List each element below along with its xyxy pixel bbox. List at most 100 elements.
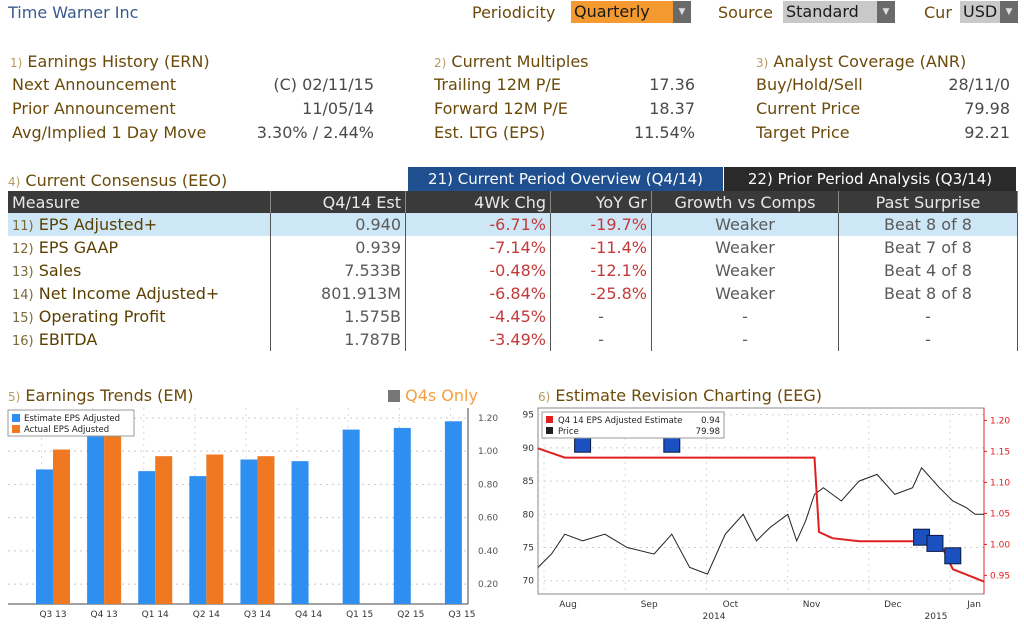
table-row[interactable]: 14) Net Income Adjusted+ 801.913M -6.84%… (8, 282, 1018, 305)
section-number: 4) (8, 175, 21, 189)
growth-vs-comps-cell: Weaker (651, 259, 839, 282)
yoy-growth-cell: - (550, 305, 652, 328)
tab-prior-period-analysis[interactable]: 22) Prior Period Analysis (Q3/14) (724, 167, 1016, 191)
right-tick-label: 1.05 (990, 509, 1010, 519)
chart-legend: Q4 14 EPS Adjusted Estimate 0.94 Price 79.9… (541, 411, 725, 439)
next-announcement-label: Next Announcement (12, 75, 177, 94)
table-header-row: Measure Q4/14 Est 4Wk Chg YoY Gr Growth … (8, 191, 1018, 213)
measure-label: Operating Profit (38, 307, 166, 326)
bar-estimate-Q3-14 (240, 459, 258, 604)
next-announcement-value: (C) 02/11/15 (273, 75, 374, 94)
legend-label-estimate: Q4 14 EPS Adjusted Estimate (558, 416, 682, 426)
yoy-growth-cell: - (550, 328, 652, 351)
analyst-coverage-header[interactable]: 3) Analyst Coverage (ANR) (756, 52, 966, 71)
current-multiples-title: Current Multiples (451, 52, 589, 71)
column-header[interactable]: Past Surprise (838, 191, 1018, 213)
q4s-only-toggle[interactable]: Q4s Only (388, 386, 478, 405)
table-row[interactable]: 12) EPS GAAP 0.939 -7.14% -11.4% Weaker … (8, 236, 1018, 259)
table-row[interactable]: 11) EPS Adjusted+ 0.940 -6.71% -19.7% We… (8, 213, 1018, 236)
growth-vs-comps-cell: Weaker (651, 236, 839, 259)
security-title: Time Warner Inc (8, 3, 139, 22)
x-tick-label: Q3 15 (448, 610, 475, 620)
analyst-coverage-title: Analyst Coverage (ANR) (773, 52, 967, 71)
row-number: 16) (12, 334, 34, 349)
bar-estimate-Q4-13 (87, 432, 105, 604)
legend-box (541, 411, 725, 439)
yoy-growth-cell: -19.7% (550, 213, 652, 236)
earnings-trends-header[interactable]: 5) Earnings Trends (EM) (8, 386, 194, 405)
current-multiples-header[interactable]: 2) Current Multiples (434, 52, 589, 71)
measure-label: Net Income Adjusted+ (38, 284, 220, 303)
x-tick-label: Q4 13 (91, 610, 118, 620)
legend-label-price: Price (558, 427, 579, 437)
left-tick-label: 70 (523, 577, 535, 587)
measure-cell: 15) Operating Profit (8, 305, 271, 328)
buy-hold-sell-value: 28/11/0 (948, 75, 1010, 94)
y-tick-label: 0.20 (478, 580, 498, 590)
currency-dropdown[interactable]: USD ▼ (960, 1, 1018, 23)
event-marker-icon (944, 547, 962, 565)
trailing-pe-label: Trailing 12M P/E (434, 75, 561, 94)
earnings-history-header[interactable]: 1) Earnings History (ERN) (10, 52, 210, 71)
checkbox-icon (388, 390, 400, 402)
growth-vs-comps-cell: Weaker (651, 282, 839, 305)
estimate-cell: 801.913M (270, 282, 406, 305)
x-tick-label: Q3 14 (244, 610, 271, 620)
table-row[interactable]: 16) EBITDA 1.787B -3.49% - - - (8, 328, 1018, 351)
periodicity-dropdown[interactable]: Quarterly ▼ (571, 1, 691, 23)
legend-swatch-price (546, 427, 553, 434)
four-week-change-cell: -6.84% (405, 282, 551, 305)
prior-announcement-value: 11/05/14 (302, 99, 374, 118)
event-marker-icon (574, 435, 592, 453)
measure-cell: 16) EBITDA (8, 328, 271, 351)
measure-label: EBITDA (38, 330, 98, 349)
legend-label-actual: Actual EPS Adjusted (24, 425, 109, 435)
estimate-cell: 0.940 (270, 213, 406, 236)
current-consensus-header[interactable]: 4) Current Consensus (EEO) (8, 171, 227, 190)
bar-estimate-Q2-14 (189, 476, 207, 604)
column-header[interactable]: 4Wk Chg (405, 191, 551, 213)
current-consensus-title: Current Consensus (EEO) (25, 171, 228, 190)
source-dropdown[interactable]: Standard ▼ (783, 1, 895, 23)
left-tick-label: 80 (523, 510, 535, 520)
bar-actual-Q2-14 (206, 454, 224, 604)
section-number: 1) (10, 56, 23, 70)
bar-actual-Q1-14 (155, 456, 173, 604)
column-header[interactable]: Growth vs Comps (651, 191, 839, 213)
y-tick-label: 0.60 (478, 514, 498, 524)
right-tick-label: 0.95 (990, 571, 1010, 581)
bar-estimate-Q4-14 (291, 461, 309, 604)
table-row[interactable]: 15) Operating Profit 1.575B -4.45% - - - (8, 305, 1018, 328)
current-price-value: 79.98 (964, 99, 1010, 118)
x-tick-label: Nov (803, 600, 821, 610)
section-number: 2) (434, 56, 447, 70)
tab-current-period-overview[interactable]: 21) Current Period Overview (Q4/14) (408, 167, 723, 191)
bar-actual-Q3-14 (257, 456, 275, 604)
bar-estimate-Q3-15 (444, 421, 462, 604)
growth-vs-comps-cell: Weaker (651, 213, 839, 236)
forward-pe-value: 18.37 (649, 99, 695, 118)
x-tick-label: Jan (966, 600, 981, 610)
measure-cell: 11) EPS Adjusted+ (8, 213, 271, 236)
measure-label: EPS Adjusted+ (38, 215, 158, 234)
column-header[interactable]: Q4/14 Est (270, 191, 406, 213)
prior-announcement-label: Prior Announcement (12, 99, 176, 118)
plot-area (537, 407, 985, 595)
column-header[interactable]: YoY Gr (550, 191, 652, 213)
y-tick-label: 0.80 (478, 480, 498, 490)
estimate-revision-header[interactable]: 6) Estimate Revision Charting (EEG) (538, 386, 822, 405)
bar-actual-Q4-13 (104, 432, 122, 604)
legend-swatch-estimate (12, 414, 20, 422)
bar-actual-Q3-13 (53, 449, 70, 604)
column-header[interactable]: Measure (8, 191, 271, 213)
four-week-change-cell: -6.71% (405, 213, 551, 236)
top-toolbar: Time Warner Inc Periodicity Quarterly ▼ … (0, 0, 1024, 26)
event-marker-icon (663, 435, 681, 453)
past-surprise-cell: - (838, 328, 1018, 351)
bar-estimate-Q2-15 (393, 427, 411, 604)
x-tick-label: Q1 15 (346, 610, 373, 620)
legend-label-estimate: Estimate EPS Adjusted (24, 414, 120, 424)
measure-cell: 13) Sales (8, 259, 271, 282)
table-row[interactable]: 13) Sales 7.533B -0.48% -12.1% Weaker Be… (8, 259, 1018, 282)
